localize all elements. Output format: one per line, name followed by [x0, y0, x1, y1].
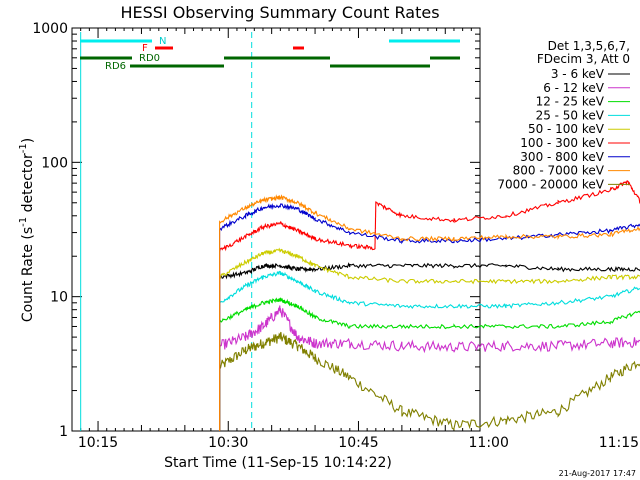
legend-header: FDecim 3, Att 0: [537, 52, 630, 66]
x-tick-label: 10:30: [208, 435, 248, 451]
legend-label: 7000 - 20000 keV: [497, 177, 604, 191]
x-tick-label: 11:00: [469, 435, 509, 451]
series-line: [219, 194, 640, 431]
legend: Det 1,3,5,6,7,FDecim 3, Att 03 - 6 keV6 …: [497, 39, 630, 191]
label-n: N: [159, 36, 166, 47]
y-label-mid: detector: [20, 153, 36, 217]
legend-label: 25 - 50 keV: [536, 108, 605, 122]
chart-title: HESSI Observing Summary Count Rates: [120, 3, 439, 22]
attenuator-markers: [80, 32, 253, 431]
legend-label: 50 - 100 keV: [528, 122, 605, 136]
series-line: [219, 180, 640, 431]
legend-label: 3 - 6 keV: [551, 67, 605, 81]
y-axis-label: Count Rate (s-1 detector-1): [18, 138, 36, 322]
y-tick-label: 1000: [32, 21, 68, 37]
legend-label: 12 - 25 keV: [536, 95, 605, 109]
x-tick-label: 10:45: [338, 435, 378, 451]
y-tick-label: 10: [50, 290, 68, 306]
y-axis-ticks: 1 10 100 1000: [32, 21, 480, 440]
series-line: [219, 305, 640, 431]
y-label-end: ): [20, 138, 36, 143]
legend-label: 300 - 800 keV: [520, 150, 604, 164]
x-tick-label: 11:15: [599, 435, 639, 451]
label-f: F: [142, 43, 148, 54]
series-line: [219, 270, 640, 431]
x-tick-label: 10:15: [78, 435, 118, 451]
footer-timestamp: 21-Aug-2017 17:47: [559, 469, 636, 478]
y-label-sup1: -1: [18, 217, 29, 227]
x-axis-label: Start Time (11-Sep-15 10:14:22): [164, 455, 392, 471]
series-line: [219, 262, 640, 431]
status-bars: [80, 39, 460, 68]
series-line: [219, 247, 640, 431]
legend-label: 100 - 300 keV: [520, 136, 604, 150]
series-line: [219, 203, 640, 431]
label-rd6: RD6: [105, 61, 126, 72]
legend-header: Det 1,3,5,6,7,: [548, 39, 630, 53]
y-tick-label: 100: [41, 155, 68, 171]
legend-label: 800 - 7000 keV: [513, 164, 605, 178]
series-line: [219, 331, 640, 431]
legend-label: 6 - 12 keV: [543, 81, 605, 95]
series-line: [219, 296, 640, 431]
plot-frame: [71, 27, 481, 432]
series-group: [219, 180, 640, 431]
label-rd0: RD0: [139, 53, 160, 64]
y-label-sup2: -1: [18, 143, 29, 153]
y-label-main: Count Rate (s: [20, 227, 36, 322]
y-tick-label: 1: [59, 424, 68, 440]
